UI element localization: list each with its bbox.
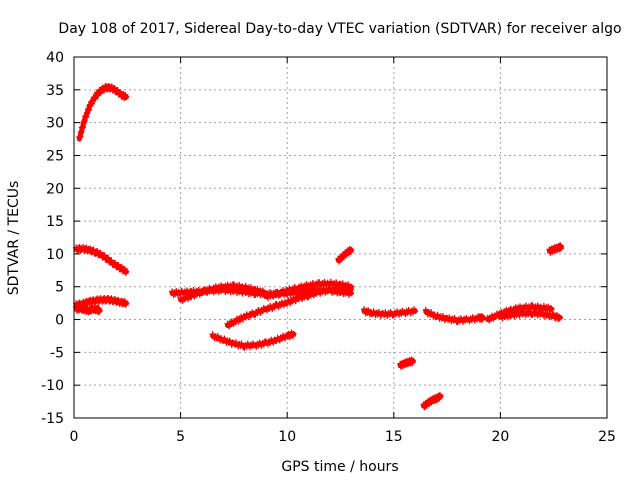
x-tick-label: 10	[278, 429, 296, 445]
series-arc-7	[209, 329, 297, 351]
series-band	[225, 286, 354, 328]
series-band	[73, 246, 129, 275]
series-band	[423, 309, 486, 323]
series-band	[76, 85, 129, 142]
series-band	[335, 247, 354, 263]
series-band	[397, 358, 416, 368]
series-arc-9	[262, 278, 355, 301]
series-arc-17	[546, 242, 565, 256]
series-band	[178, 283, 269, 303]
x-tick-label: 25	[598, 429, 616, 445]
series-band	[546, 244, 564, 254]
data-layer	[73, 83, 565, 411]
series-band	[210, 331, 297, 349]
y-tick-label: 15	[46, 214, 64, 230]
x-tick-label: 20	[491, 429, 509, 445]
y-tick-label: 40	[46, 50, 64, 66]
series-arc-11	[360, 306, 419, 319]
y-tick-label: -15	[41, 411, 64, 427]
series-arc-4	[73, 303, 103, 316]
series-band	[73, 297, 129, 308]
series-band	[73, 305, 103, 313]
series-arc-13	[420, 391, 444, 411]
grid-lines	[74, 57, 607, 418]
y-tick-label: 20	[46, 181, 64, 197]
chart-title: Day 108 of 2017, Sidereal Day-to-day VTE…	[58, 21, 621, 37]
series-arc-16	[497, 308, 564, 322]
x-tick-label: 15	[385, 429, 403, 445]
axis-ticks: 0 5 10 15 20 25 -15 -10 -5 0 5 10 15 20 25 30 35 40	[41, 50, 616, 445]
series-arc-1	[76, 83, 130, 142]
series-band	[263, 280, 354, 300]
plot-frame	[73, 56, 608, 419]
y-tick-label: -10	[41, 378, 64, 394]
x-axis-label: GPS time / hours	[281, 459, 398, 475]
series-arc-10	[335, 245, 355, 265]
series-band	[497, 310, 563, 321]
y-tick-label: 5	[55, 280, 64, 296]
series-arc-6	[177, 281, 269, 304]
y-tick-label: -5	[50, 345, 64, 361]
series-band	[421, 393, 444, 409]
x-tick-label: 0	[70, 429, 79, 445]
x-tick-label: 5	[176, 429, 185, 445]
series-arc-2	[73, 243, 130, 277]
y-axis-label: SDTVAR / TECUs	[6, 181, 22, 296]
series-band	[361, 308, 418, 317]
series-arc-12	[397, 356, 416, 370]
y-tick-label: 10	[46, 247, 64, 263]
series-arc-14	[422, 306, 487, 326]
y-tick-label: 30	[46, 116, 64, 132]
y-tick-label: 25	[46, 148, 64, 164]
series-arc-8	[224, 283, 355, 330]
y-tick-label: 35	[46, 83, 64, 99]
y-tick-label: 0	[55, 313, 64, 329]
